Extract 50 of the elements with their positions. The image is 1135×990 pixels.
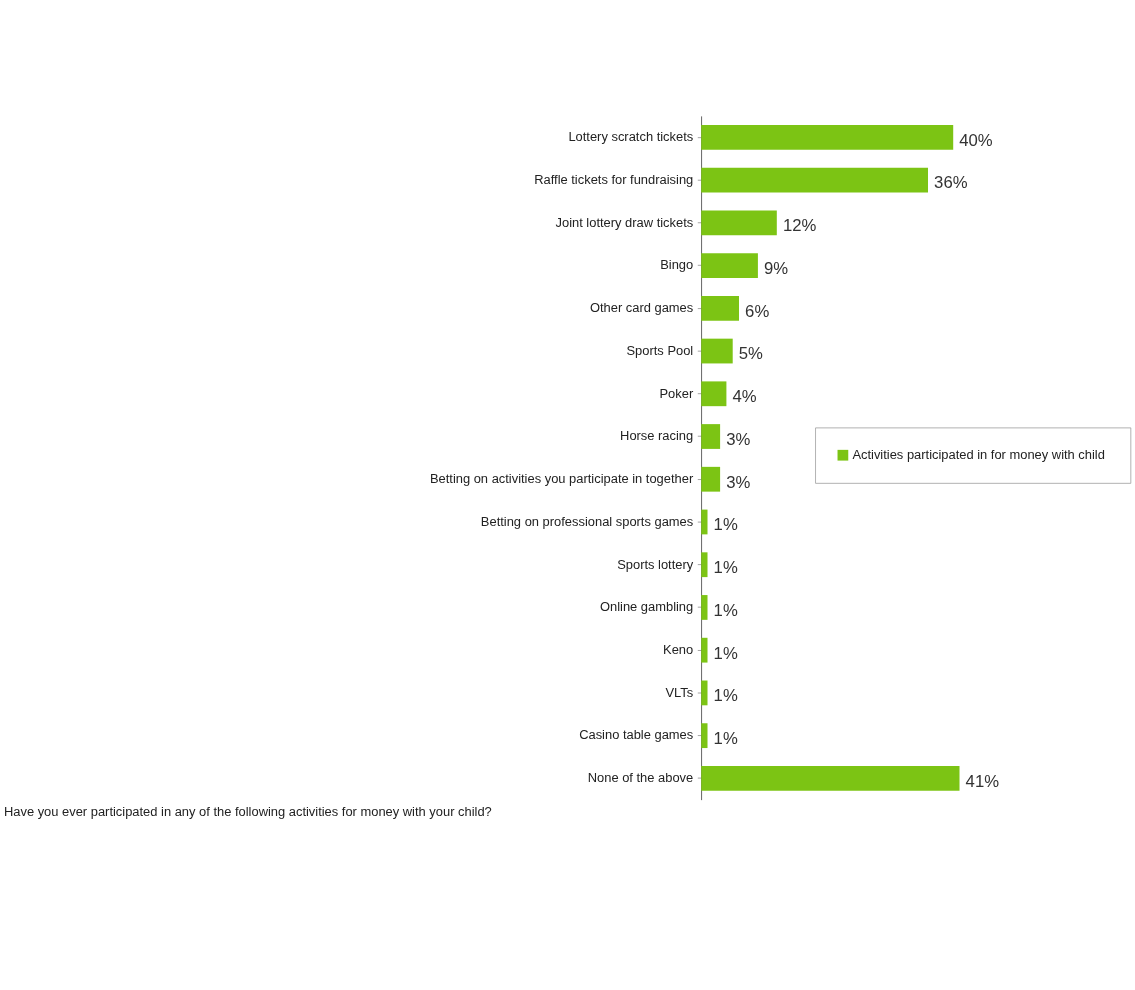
bar	[701, 295, 740, 321]
data-label: 3%	[726, 472, 751, 492]
data-label: 1%	[713, 686, 738, 706]
data-label: 3%	[726, 429, 751, 449]
data-label: 5%	[738, 344, 764, 364]
bar	[701, 424, 721, 449]
y-tick-label: Horse racing	[620, 428, 694, 444]
data-label: 1%	[713, 643, 738, 663]
y-tick-label: Betting on professional sports games	[480, 513, 694, 529]
bar	[701, 381, 727, 407]
data-label: 6%	[745, 301, 770, 321]
legend-label: Activities participated in for money with child	[852, 447, 1105, 463]
y-tick-label: Sports lottery	[617, 556, 694, 572]
bar	[701, 210, 777, 236]
y-tick-label: Poker	[659, 385, 694, 401]
data-label: 41%	[965, 771, 1000, 791]
bar	[701, 595, 708, 620]
y-tick-label: Betting on activities you participate in together	[429, 471, 694, 487]
y-tick-label: Keno	[663, 641, 694, 657]
data-label: 40%	[959, 130, 993, 150]
y-tick-label: Casino table games	[579, 727, 694, 743]
bar	[701, 552, 708, 578]
data-label: 12%	[782, 216, 817, 236]
data-label: 1%	[713, 729, 738, 749]
y-tick-label: Sports Pool	[626, 342, 694, 358]
bar	[701, 637, 708, 663]
data-label: 1%	[713, 558, 738, 578]
bar	[701, 253, 758, 278]
bar	[701, 124, 954, 150]
y-tick-label: Raffle tickets for fundraising	[534, 171, 694, 187]
data-label: 1%	[713, 600, 738, 620]
y-tick-label: Lottery scratch tickets	[568, 129, 694, 145]
bar	[701, 723, 708, 749]
data-label: 4%	[732, 387, 757, 407]
bar	[701, 680, 708, 706]
data-label: 36%	[934, 173, 968, 193]
text: Have you ever participated in any of the following activities for money with your child?	[3, 803, 492, 819]
y-tick-label: Bingo	[660, 257, 694, 273]
data-label: 1%	[713, 515, 738, 535]
bar	[701, 338, 733, 364]
bar	[701, 509, 708, 535]
y-tick-label: Other card games	[589, 300, 694, 316]
bar	[701, 466, 721, 492]
bar	[701, 167, 929, 193]
data-label: 9%	[763, 258, 789, 278]
y-tick-label: Online gambling	[599, 599, 694, 615]
y-tick-label: Joint lottery draw tickets	[555, 214, 694, 230]
y-tick-label: VLTs	[665, 684, 694, 700]
bar	[701, 765, 960, 791]
y-tick-label: None of the above	[587, 770, 694, 786]
